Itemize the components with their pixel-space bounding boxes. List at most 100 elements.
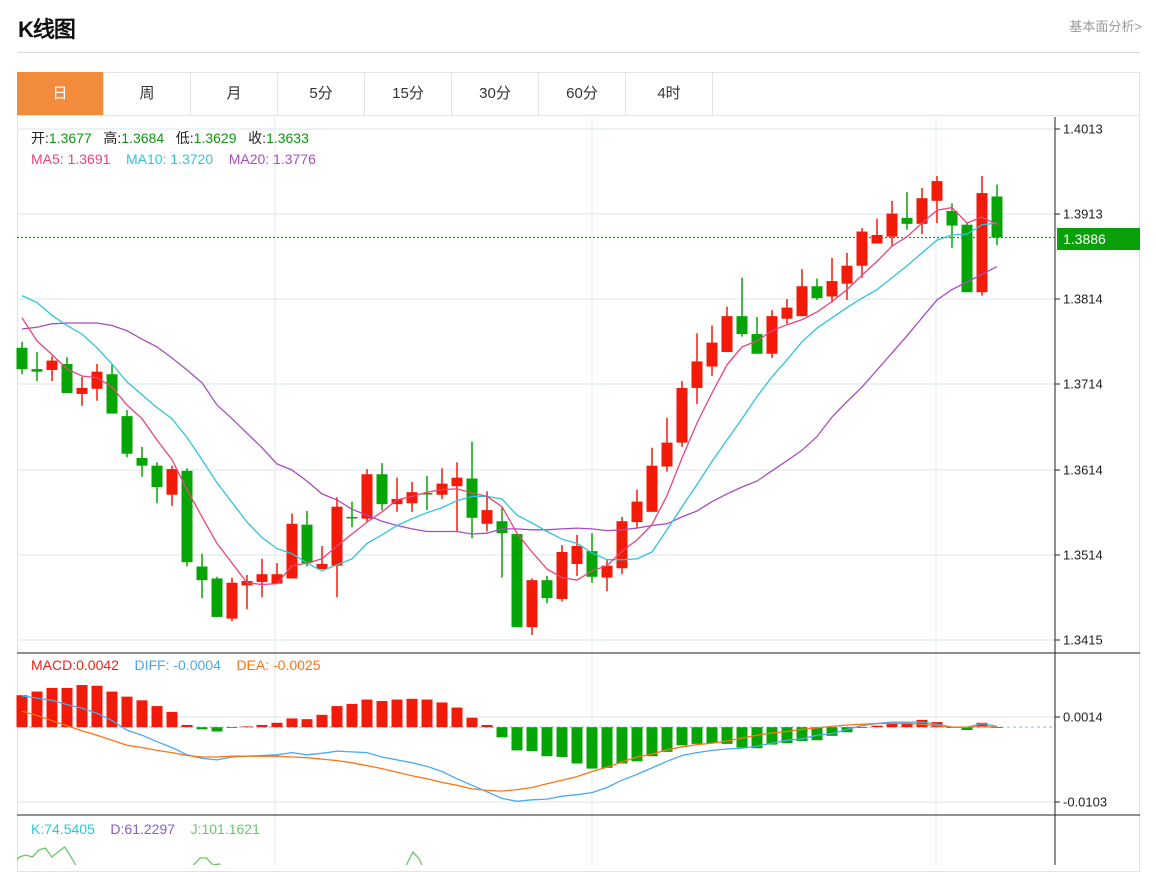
candle-up <box>316 563 328 570</box>
macd-bar-positive <box>976 722 988 728</box>
candle-up <box>721 316 733 353</box>
candle-down <box>211 578 223 617</box>
tab-day[interactable]: 日 <box>17 72 104 115</box>
candle-up <box>646 465 658 512</box>
ma5-line <box>21 206 998 586</box>
ma10-value: MA10: 1.3720 <box>125 151 214 167</box>
tab-4hour[interactable]: 4时 <box>626 72 713 115</box>
macd-bar-negative <box>691 727 703 744</box>
candle-down <box>511 534 523 628</box>
ma10-line <box>21 222 998 572</box>
macd-bar-negative <box>721 727 733 744</box>
macd-bar-positive <box>181 724 193 728</box>
tab-30min[interactable]: 30分 <box>452 72 539 115</box>
candle-up <box>976 193 988 293</box>
period-tabs: 日 周 月 5分 15分 30分 60分 4时 <box>17 72 1140 116</box>
candle-up <box>826 281 838 297</box>
candle-up <box>781 307 793 319</box>
macd-bar-negative <box>211 727 223 732</box>
price-tick: 1.3913 <box>1063 206 1103 222</box>
macd-bar-positive <box>121 696 133 728</box>
candle-down <box>586 551 598 577</box>
macd-bar-positive <box>376 701 388 728</box>
macd-bar-positive <box>31 691 43 728</box>
candle-up <box>361 474 373 519</box>
price-tick: 1.3814 <box>1063 291 1103 307</box>
macd-bar-negative <box>646 727 658 757</box>
candle-up <box>256 574 268 582</box>
macd-bar-negative <box>511 727 523 751</box>
candle-down <box>106 374 118 414</box>
macd-bar-negative <box>856 727 868 728</box>
low-value: 1.3629 <box>193 130 237 146</box>
macd-bar-positive <box>286 718 298 728</box>
tab-week[interactable]: 周 <box>104 72 191 115</box>
tab-5min[interactable]: 5分 <box>278 72 365 115</box>
macd-bar-positive <box>16 695 28 728</box>
candle-up <box>916 198 928 224</box>
price-tick: 1.4013 <box>1063 121 1103 137</box>
candle-down <box>346 516 358 519</box>
kdj-legend: K:74.5405 D:61.2297 J:101.1621 <box>31 821 260 837</box>
macd-bar-negative <box>961 727 973 731</box>
candle-down <box>466 478 478 518</box>
macd-bar-negative <box>226 727 238 728</box>
open-label: 开: <box>31 130 49 146</box>
macd-value: MACD:0.0042 <box>31 657 119 673</box>
candle-down <box>151 465 163 488</box>
candle-up <box>706 342 718 367</box>
tab-month[interactable]: 月 <box>191 72 278 115</box>
candle-up <box>871 234 883 244</box>
macd-bar-negative <box>616 727 628 764</box>
macd-bar-negative <box>706 727 718 744</box>
candle-up <box>661 442 673 467</box>
fundamental-analysis-link[interactable]: 基本面分析> <box>1069 19 1142 34</box>
k-value: K:74.5405 <box>31 821 95 837</box>
macd-bar-positive <box>451 707 463 728</box>
candle-up <box>796 286 808 317</box>
candle-down <box>541 580 553 599</box>
macd-bar-positive <box>391 699 403 728</box>
macd-bar-positive <box>256 724 268 728</box>
tab-60min[interactable]: 60分 <box>539 72 626 115</box>
macd-bar-negative <box>541 727 553 757</box>
close-label: 收: <box>248 130 267 146</box>
candle-down <box>421 493 433 495</box>
price-tick: 1.3714 <box>1063 376 1103 392</box>
candle-up <box>226 582 238 619</box>
macd-bar-negative <box>766 727 778 745</box>
macd-bar-positive <box>106 691 118 728</box>
macd-bar-positive <box>151 706 163 728</box>
tab-15min[interactable]: 15分 <box>365 72 452 115</box>
candle-up <box>481 510 493 524</box>
macd-legend: MACD:0.0042 DIFF: -0.0004 DEA: -0.0025 <box>31 657 321 673</box>
diff-line <box>21 695 998 802</box>
macd-bar-negative <box>781 727 793 744</box>
candle-down <box>946 211 958 226</box>
price-tick: 1.3415 <box>1063 632 1103 648</box>
candle-up <box>841 265 853 284</box>
candle-down <box>736 316 748 335</box>
macd-tick: 0.0014 <box>1063 709 1103 725</box>
macd-bar-positive <box>916 719 928 728</box>
candle-down <box>301 524 313 564</box>
macd-bar-positive <box>901 722 913 728</box>
macd-bar-negative <box>811 727 823 741</box>
candle-up <box>526 580 538 628</box>
candle-down <box>811 286 823 299</box>
macd-bar-positive <box>421 699 433 728</box>
divider <box>18 52 1140 53</box>
dea-line <box>21 710 998 792</box>
kdj-j-line <box>17 846 423 865</box>
candle-up <box>601 565 613 578</box>
macd-bar-negative <box>826 727 838 736</box>
macd-bar-negative <box>571 727 583 764</box>
candle-up <box>931 181 943 201</box>
candle-down <box>16 347 28 370</box>
candle-up <box>616 521 628 569</box>
candle-up <box>391 499 403 505</box>
candle-down <box>961 224 973 293</box>
macd-bar-positive <box>61 687 73 728</box>
candle-up <box>286 523 298 579</box>
